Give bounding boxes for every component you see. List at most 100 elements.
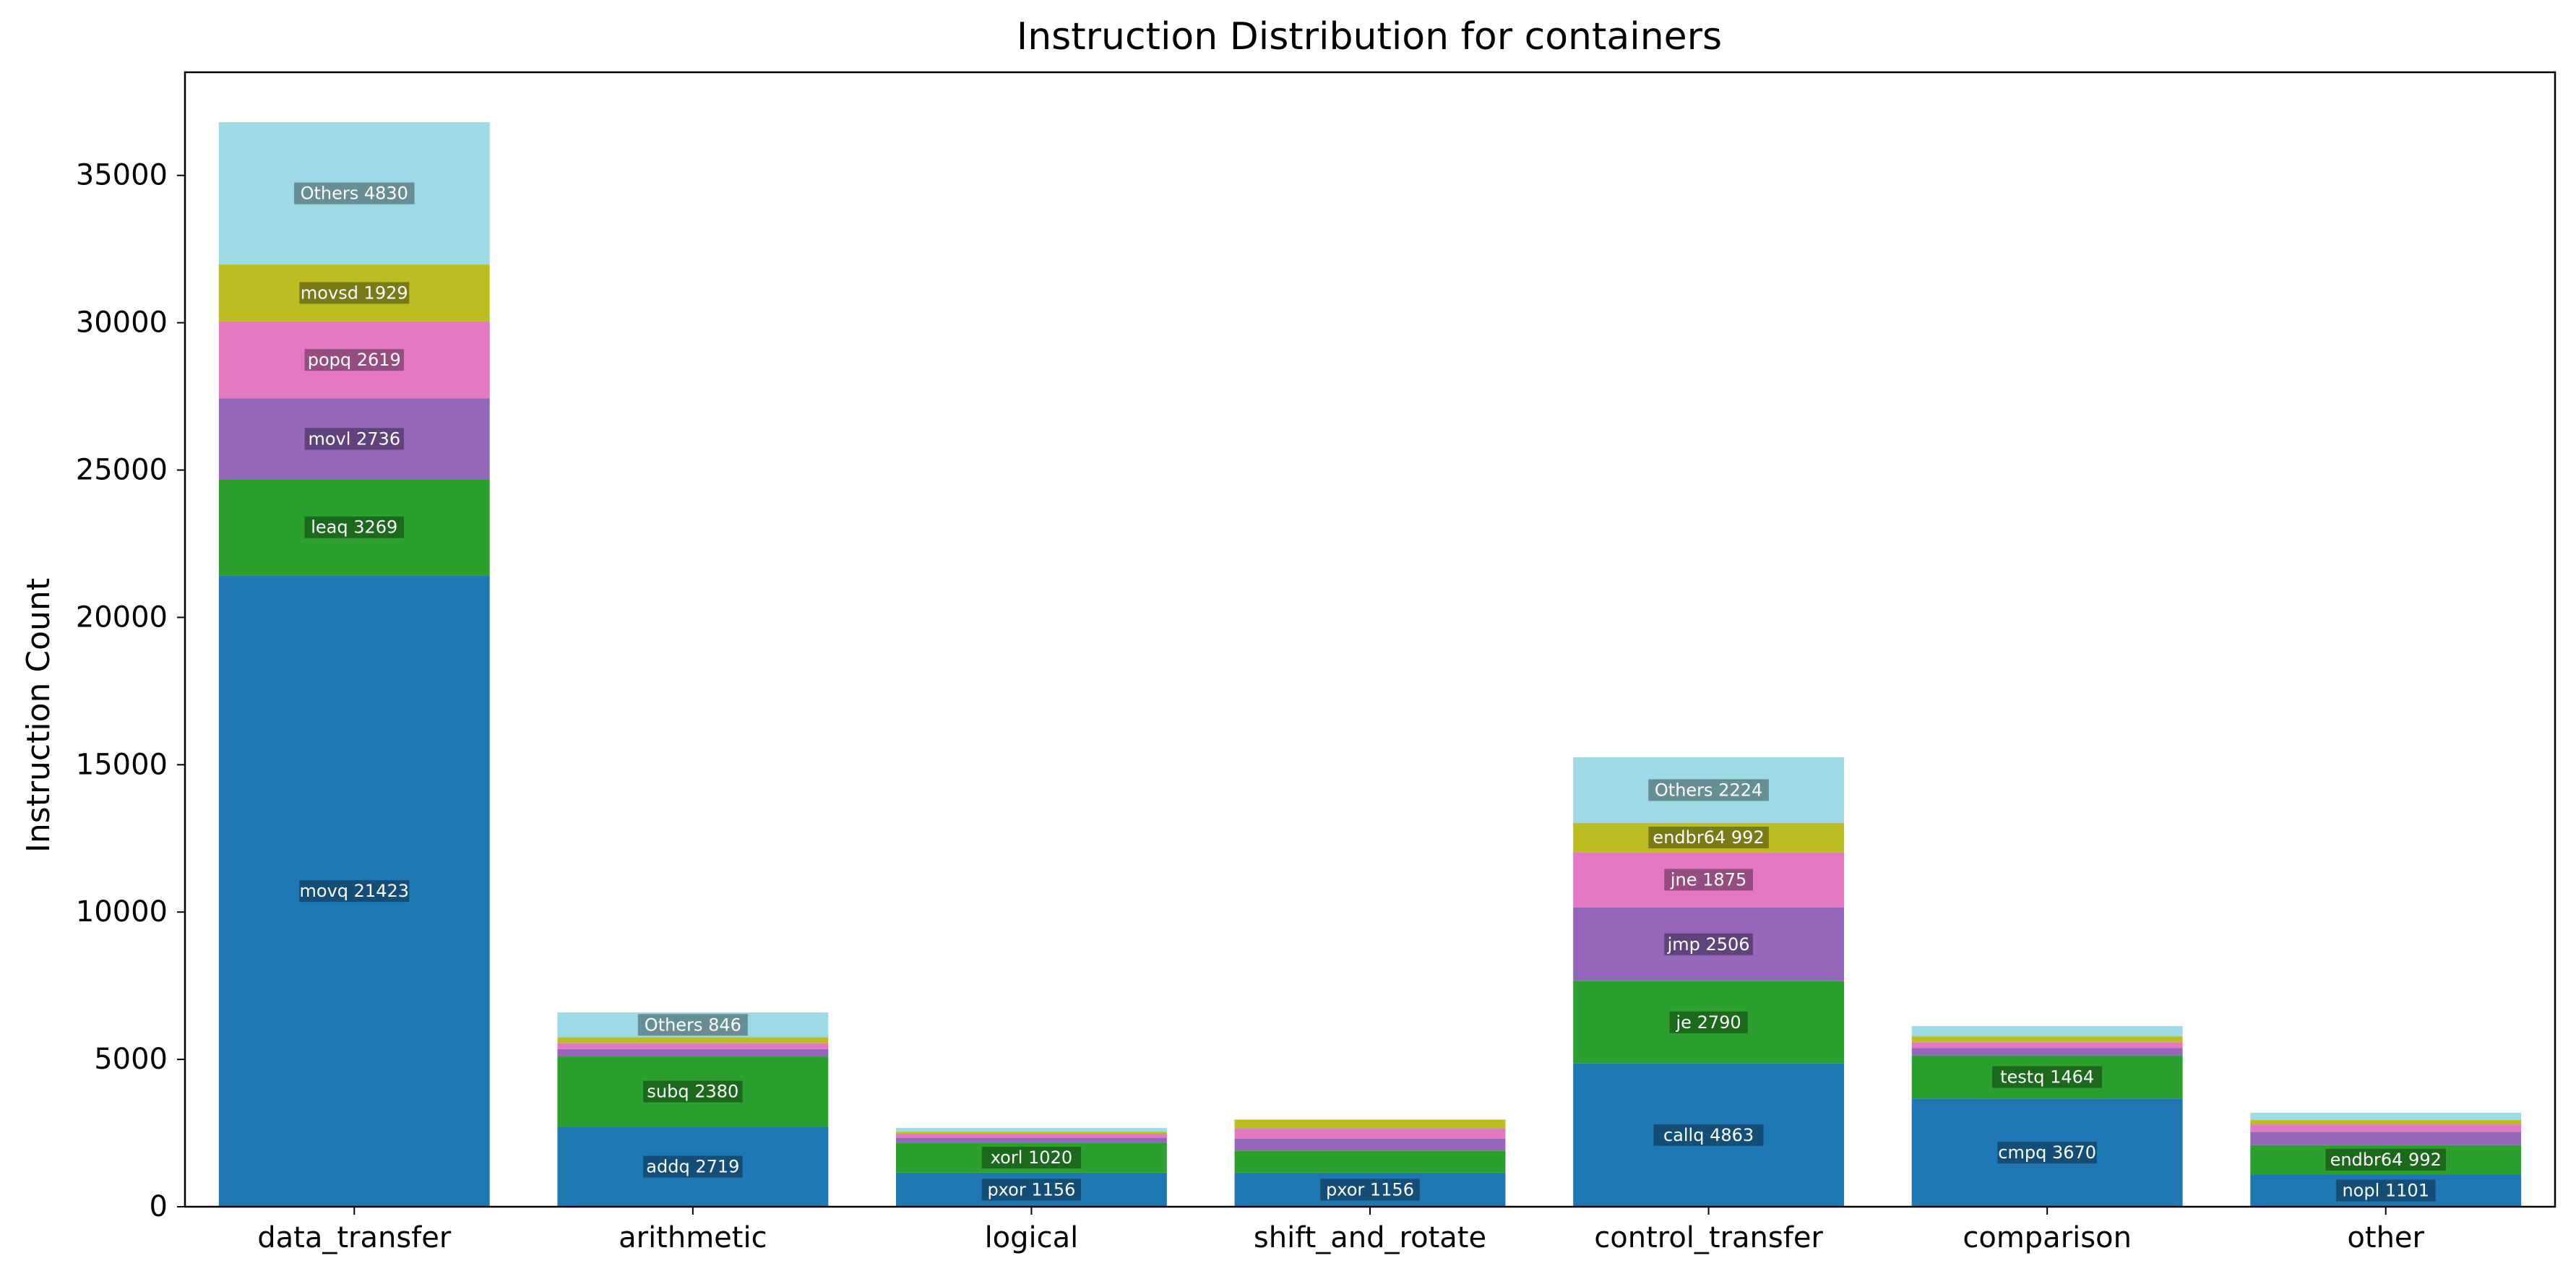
bar-label-background — [299, 282, 410, 304]
bar-label-background — [643, 1080, 743, 1103]
bar-label-text: xorl 1020 — [991, 1147, 1072, 1168]
bar-label-background — [1664, 869, 1753, 891]
bar-label-background — [2325, 1148, 2447, 1171]
y-axis-ticks: 0 5000 10000 15000 20000 25000 30000 35000 — [76, 159, 185, 1223]
bar-segment-data_transfer-1 — [218, 575, 490, 1207]
bar-label-background — [643, 1155, 743, 1178]
bar-segment-comparison-2 — [1911, 1055, 2183, 1099]
bar-label-control_transfer-3: jmp 2506 — [1664, 933, 1753, 955]
bar-label-text: cmpq 3670 — [1998, 1142, 2096, 1163]
bar-segment-logical-1 — [896, 1172, 1167, 1207]
bar-label-background — [304, 428, 404, 450]
bar-segment-comparison-6 — [1911, 1025, 2183, 1037]
bar-segment-logical-4 — [896, 1134, 1167, 1138]
bar-segment-control_transfer-2 — [1573, 981, 1844, 1064]
bar-label-text: endbr64 992 — [1653, 827, 1764, 848]
bar-segment-comparison-4 — [1911, 1042, 2183, 1048]
bar-label-text: Others 846 — [645, 1015, 741, 1035]
bar-label-control_transfer-5: endbr64 992 — [1648, 827, 1769, 849]
bar-segment-other-2 — [2250, 1145, 2522, 1175]
bar-label-text: movsd 1929 — [301, 283, 408, 303]
bar-segment-other-3 — [2250, 1132, 2522, 1145]
y-tick-label-25000: 25000 — [76, 454, 168, 487]
y-tick-label-35000: 35000 — [76, 159, 168, 192]
bar-label-background — [981, 1147, 1082, 1169]
x-tick-label-shift_and_rotate: shift_and_rotate — [1254, 1221, 1486, 1254]
bar-label-background — [1992, 1066, 2103, 1088]
bar-label-background — [293, 182, 415, 204]
bar-label-background — [304, 349, 404, 371]
bar-segment-comparison-5 — [1911, 1036, 2183, 1043]
bar-label-logical-1: pxor 1156 — [981, 1179, 1082, 1201]
bar-label-background — [981, 1179, 1082, 1201]
x-tick-label-data_transfer: data_transfer — [257, 1221, 452, 1254]
bar-label-text: pxor 1156 — [987, 1179, 1075, 1200]
x-tick-label-arithmetic: arithmetic — [619, 1221, 767, 1254]
bar-label-data_transfer-5: movsd 1929 — [299, 282, 410, 304]
bar-label-data_transfer-2: leaq 3269 — [304, 516, 404, 538]
y-tick-label-15000: 15000 — [76, 748, 168, 781]
bar-label-comparison-1: cmpq 3670 — [1997, 1142, 2097, 1164]
bar-label-arithmetic-1: addq 2719 — [643, 1155, 743, 1178]
bar-segment-other-4 — [2250, 1124, 2522, 1132]
bar-label-text: Others 4830 — [301, 184, 408, 204]
bar-label-text: popq 2619 — [308, 350, 401, 370]
bars-layer — [218, 122, 2522, 1207]
bar-label-text: je 2790 — [1676, 1012, 1741, 1033]
bar-label-background — [299, 880, 410, 903]
y-tick-label-20000: 20000 — [76, 600, 168, 634]
bar-label-logical-2: xorl 1020 — [981, 1147, 1082, 1169]
bar-label-shift_and_rotate-1: pxor 1156 — [1320, 1179, 1420, 1201]
bar-segment-logical-2 — [896, 1142, 1167, 1173]
bar-segment-other-6 — [2250, 1112, 2522, 1120]
bar-label-text: jmp 2506 — [1667, 934, 1750, 955]
bar-segment-data_transfer-6 — [218, 122, 490, 265]
bar-label-arithmetic-2: subq 2380 — [643, 1080, 743, 1103]
bar-segment-data_transfer-5 — [218, 264, 490, 322]
bar-label-background — [1648, 779, 1769, 801]
x-tick-label-logical: logical — [985, 1221, 1079, 1254]
bar-segment-arithmetic-5 — [557, 1037, 829, 1043]
bar-segment-shift_and_rotate-2 — [1234, 1150, 1506, 1173]
bar-label-background — [1664, 933, 1753, 955]
bar-segment-control_transfer-3 — [1573, 907, 1844, 981]
bar-label-text: movl 2736 — [308, 429, 400, 449]
bar-label-text: endbr64 992 — [2330, 1150, 2442, 1170]
bar-label-arithmetic-6: Others 846 — [637, 1014, 748, 1036]
bar-label-background — [1653, 1124, 1764, 1146]
bar-segment-arithmetic-6 — [557, 1012, 829, 1038]
bar-segment-logical-6 — [896, 1127, 1167, 1132]
bar-label-control_transfer-2: je 2790 — [1669, 1011, 1748, 1033]
bar-label-background — [2336, 1179, 2436, 1202]
bar-label-text: callq 4863 — [1663, 1125, 1754, 1145]
y-tick-label-5000: 5000 — [94, 1043, 168, 1076]
bar-label-text: addq 2719 — [646, 1157, 739, 1177]
bar-label-background — [1669, 1011, 1748, 1033]
bar-segment-other-5 — [2250, 1119, 2522, 1125]
y-tick-label-0: 0 — [150, 1190, 168, 1223]
bar-segment-control_transfer-1 — [1573, 1063, 1844, 1207]
bar-label-control_transfer-6: Others 2224 — [1648, 779, 1769, 801]
bar-label-text: movq 21423 — [300, 881, 409, 901]
bar-segment-control_transfer-4 — [1573, 852, 1844, 908]
bar-segment-logical-3 — [896, 1137, 1167, 1143]
bar-segment-arithmetic-2 — [557, 1056, 829, 1127]
bar-segment-shift_and_rotate-5 — [1234, 1119, 1506, 1129]
bar-label-data_transfer-6: Others 4830 — [293, 182, 415, 204]
y-tick-label-30000: 30000 — [76, 306, 168, 340]
bar-segment-comparison-3 — [1911, 1048, 2183, 1056]
bar-segment-shift_and_rotate-3 — [1234, 1138, 1506, 1151]
x-tick-label-other: other — [2347, 1221, 2424, 1254]
plot-frame — [184, 71, 2556, 1208]
bar-segment-control_transfer-6 — [1573, 757, 1844, 823]
bar-label-background — [1320, 1179, 1420, 1201]
bar-segment-arithmetic-4 — [557, 1043, 829, 1049]
bar-segment-control_transfer-5 — [1573, 822, 1844, 853]
bar-segment-data_transfer-3 — [218, 398, 490, 480]
chart-title: Instruction Distribution for containers — [1017, 15, 1722, 59]
bar-segment-data_transfer-2 — [218, 479, 490, 576]
bar-label-text: leaq 3269 — [311, 517, 397, 538]
x-axis-ticks: data_transfer arithmetic logical shift_and_… — [257, 1207, 2425, 1254]
bar-label-data_transfer-4: popq 2619 — [304, 349, 404, 371]
bar-label-comparison-2: testq 1464 — [1992, 1066, 2103, 1088]
